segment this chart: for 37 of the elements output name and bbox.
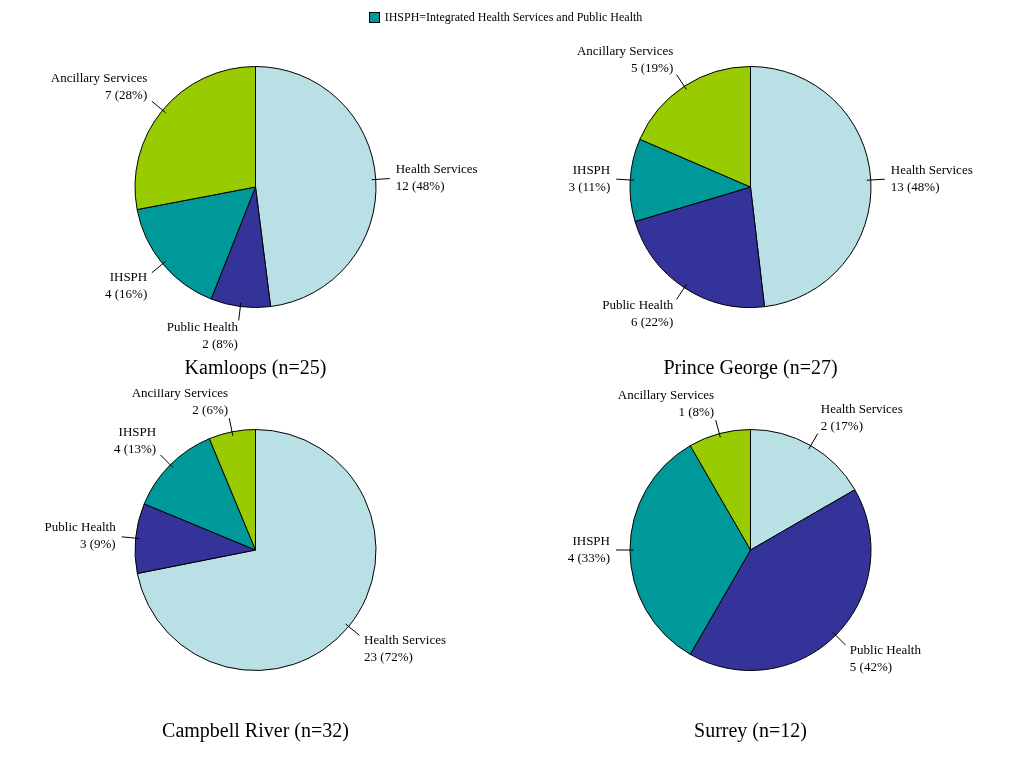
slice-label: Health Services	[364, 632, 447, 648]
data-label: 3 (9%)	[79, 536, 116, 552]
text: IHSPH=Integrated Health Services and Public Health	[384, 9, 643, 25]
data-label: 4 (13%)	[113, 440, 157, 456]
data-label: 2 (17%)	[820, 418, 863, 434]
data-label: 3 (11%)	[568, 178, 611, 194]
slice-label: Public Health	[166, 319, 239, 335]
slice-label: Health Services	[820, 401, 903, 417]
data-label: 4 (16%)	[104, 286, 148, 302]
slice-label: Health Services	[395, 161, 478, 177]
slice-label: IHSPH	[118, 423, 157, 439]
slice-label: Public Health	[44, 519, 117, 535]
slice-label: Public Health	[849, 642, 922, 658]
data-label: 5 (42%)	[849, 659, 893, 675]
text: Kamloops (n=25)	[184, 356, 327, 379]
text: Surrey (n=12)	[694, 719, 807, 742]
data-label: 13 (48%)	[890, 178, 940, 194]
data-label: 12 (48%)	[395, 178, 445, 194]
slice-label: Ancillary Services	[617, 387, 715, 403]
data-label: 5 (19%)	[631, 59, 674, 75]
data-label: 23 (72%)	[364, 649, 413, 665]
slice-label: Health Services	[890, 161, 973, 177]
text: Prince George (n=27)	[663, 356, 838, 379]
slice-label: IHSPH	[572, 161, 611, 177]
slice-label: Ancillary Services	[576, 42, 674, 58]
data-label: 1 (8%)	[678, 404, 715, 420]
slice-label: IHSPH	[109, 269, 148, 285]
slice-label: Ancillary Services	[131, 385, 229, 401]
data-label: 2 (8%)	[202, 336, 238, 352]
slice-label: IHSPH	[572, 532, 610, 548]
data-label: 6 (22%)	[631, 314, 674, 330]
data-label: 7 (28%)	[104, 87, 148, 103]
slice-label: Public Health	[602, 297, 674, 313]
data-label: 4 (33%)	[567, 549, 610, 565]
text: Campbell River (n=32)	[162, 719, 349, 742]
data-label: 2 (6%)	[192, 402, 229, 418]
slice-label: Ancillary Services	[50, 70, 148, 86]
